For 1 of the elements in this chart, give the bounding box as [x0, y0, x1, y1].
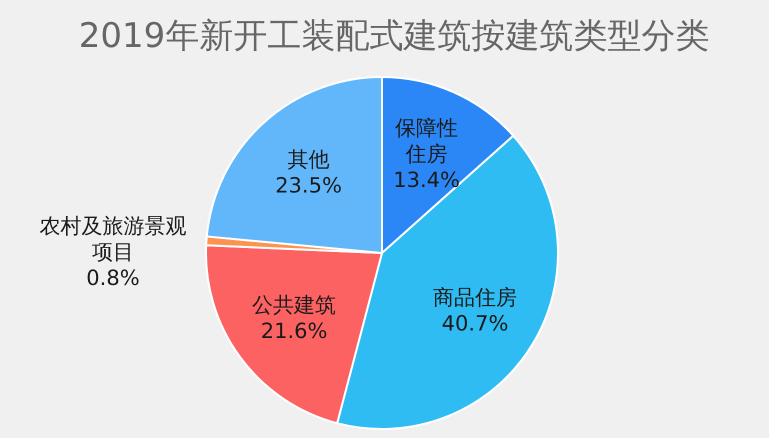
title: 2019年新开工装配式建筑按建筑类型分类	[78, 16, 710, 56]
